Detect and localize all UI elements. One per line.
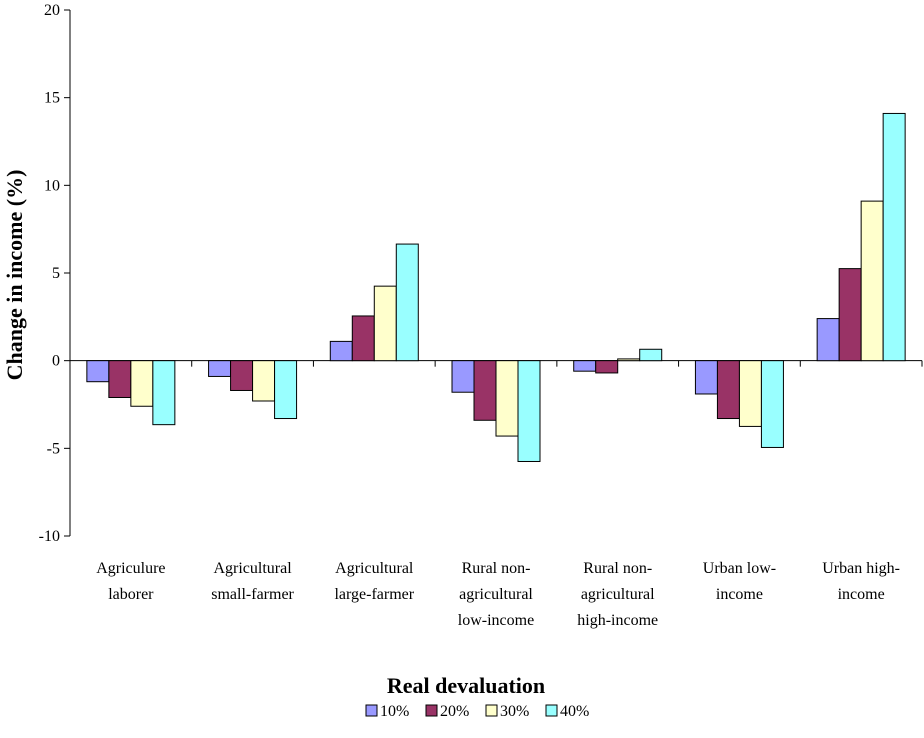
category-label: Agricultural bbox=[335, 560, 414, 577]
y-tick-label: 20 bbox=[44, 2, 60, 19]
x-axis-title: Real devaluation bbox=[387, 673, 545, 698]
bar-20pct bbox=[108, 360, 132, 398]
bar-30pct bbox=[252, 360, 276, 402]
category-label: agricultural bbox=[581, 586, 655, 603]
bar-20pct bbox=[230, 360, 254, 391]
bar-20pct bbox=[716, 360, 740, 420]
category-label: large-farmer bbox=[334, 586, 414, 603]
bar-20pct bbox=[595, 360, 619, 374]
y-axis-title: Change in income (%) bbox=[2, 170, 27, 381]
plot-area: 20 15 10 5 0 -5 -10 Agriculure laborer Agricultu… bbox=[39, 2, 923, 629]
category-label: Agriculure bbox=[96, 560, 165, 577]
category-label: income bbox=[716, 586, 763, 603]
category-label: small-farmer bbox=[211, 586, 294, 603]
y-tick-label: 15 bbox=[44, 90, 60, 107]
legend-label: 40% bbox=[560, 703, 589, 720]
bar-40pct bbox=[882, 112, 906, 362]
category-label: Urban low- bbox=[703, 560, 776, 577]
legend-swatch bbox=[425, 704, 438, 717]
category-label: laborer bbox=[108, 586, 154, 603]
bar-30pct bbox=[373, 285, 397, 362]
x-ticks: Agriculure laborer Agricultural small-farme… bbox=[69, 360, 923, 629]
bar-10pct bbox=[451, 360, 475, 393]
legend-label: 10% bbox=[380, 703, 409, 720]
bar-40pct bbox=[152, 360, 176, 426]
y-tick-label: 5 bbox=[52, 265, 60, 282]
category-label: high-income bbox=[577, 612, 658, 629]
legend-swatch bbox=[545, 704, 558, 717]
y-ticks: 20 15 10 5 0 -5 -10 bbox=[39, 2, 70, 545]
bar-10pct bbox=[86, 360, 110, 383]
bar-10pct bbox=[816, 318, 840, 362]
bar-40pct bbox=[274, 360, 298, 420]
legend: 10% 20% 30% 40% bbox=[365, 703, 589, 720]
category-label: Urban high- bbox=[822, 560, 900, 577]
category-label: agricultural bbox=[459, 586, 533, 603]
y-tick-label: -5 bbox=[47, 440, 60, 457]
y-tick-label: -10 bbox=[39, 528, 60, 545]
bar-10pct bbox=[694, 360, 718, 395]
category-label: low-income bbox=[458, 612, 534, 629]
bar-20pct bbox=[838, 268, 862, 362]
y-tick-label: 10 bbox=[44, 177, 60, 194]
bar-40pct bbox=[395, 243, 419, 362]
y-tick-label: 0 bbox=[52, 353, 60, 370]
bar-30pct bbox=[130, 360, 154, 407]
bar-10pct bbox=[208, 360, 232, 377]
bars bbox=[86, 112, 906, 462]
legend-label: 30% bbox=[500, 703, 529, 720]
bar-10pct bbox=[329, 340, 353, 362]
bar-30pct bbox=[860, 200, 884, 362]
bar-30pct bbox=[738, 360, 762, 427]
bar-30pct bbox=[617, 358, 641, 362]
bar-40pct bbox=[639, 348, 663, 362]
legend-swatch bbox=[365, 704, 378, 717]
legend-swatch bbox=[485, 704, 498, 717]
bar-40pct bbox=[760, 360, 784, 448]
legend-label: 20% bbox=[440, 703, 469, 720]
bar-20pct bbox=[473, 360, 497, 421]
category-label: Rural non- bbox=[583, 560, 652, 577]
category-label: Agricultural bbox=[213, 560, 292, 577]
bar-10pct bbox=[573, 360, 597, 372]
bar-30pct bbox=[495, 360, 519, 437]
bar-20pct bbox=[351, 315, 375, 362]
category-label: Rural non- bbox=[462, 560, 531, 577]
bar-40pct bbox=[517, 360, 541, 462]
category-label: income bbox=[838, 586, 885, 603]
